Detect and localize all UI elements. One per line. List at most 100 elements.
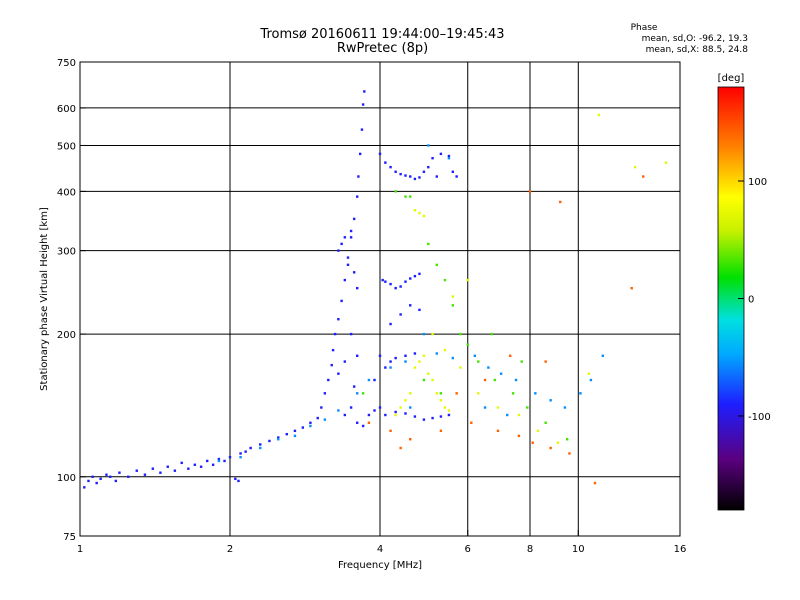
data-point (330, 363, 333, 367)
data-point (427, 165, 430, 169)
data-point (384, 413, 387, 417)
data-point (340, 299, 343, 303)
data-point (394, 413, 397, 417)
data-point (143, 473, 147, 476)
data-point (496, 429, 500, 433)
data-point (239, 455, 242, 459)
data-point (431, 378, 434, 382)
data-point (559, 200, 562, 204)
data-point (526, 406, 529, 409)
chart-title: Tromsø 20160611 19:44:00–19:45:43 (260, 27, 505, 42)
data-point (301, 426, 305, 429)
data-point (451, 295, 455, 298)
data-point (316, 416, 319, 420)
data-point (633, 165, 637, 169)
data-point (466, 343, 469, 346)
data-point (544, 421, 547, 424)
data-point (439, 415, 443, 418)
data-point (99, 477, 102, 481)
y-tick-label: 300 (57, 247, 76, 258)
data-point (496, 406, 500, 409)
data-point (346, 263, 350, 267)
data-point (337, 249, 340, 252)
data-point (493, 378, 497, 382)
data-point (499, 372, 503, 375)
data-point (361, 103, 365, 106)
data-point (358, 152, 362, 156)
colorbar-tick-label: -100 (748, 412, 771, 423)
data-point (435, 263, 438, 267)
data-point (470, 421, 473, 424)
colorbar-tick-label: 0 (748, 295, 754, 306)
data-point (349, 406, 353, 409)
data-point (490, 332, 493, 336)
data-point (373, 409, 376, 412)
data-point (349, 236, 353, 239)
data-point (327, 378, 330, 382)
data-point (285, 432, 288, 436)
data-point (431, 416, 434, 420)
data-point (443, 278, 447, 282)
data-point (234, 477, 237, 481)
data-point (151, 467, 155, 470)
data-point (549, 399, 552, 402)
data-point (483, 406, 487, 409)
y-axis-label: Stationary phase Virtual Height [km] (39, 207, 50, 391)
data-point (565, 438, 569, 441)
data-point (244, 450, 247, 453)
data-point (563, 406, 567, 409)
data-point (340, 242, 343, 246)
data-point (355, 392, 359, 395)
data-point (394, 190, 397, 193)
data-point (455, 175, 458, 178)
y-tick-label: 100 (57, 473, 76, 484)
data-point (477, 360, 480, 363)
data-point (83, 486, 86, 489)
data-point (431, 157, 434, 160)
data-point (193, 463, 197, 466)
colorbar-label: [deg] (718, 73, 745, 84)
x-tick-label: 4 (377, 544, 383, 555)
data-point (422, 332, 426, 336)
y-tick-label: 400 (57, 187, 76, 198)
data-point (217, 457, 221, 461)
data-point (587, 372, 591, 375)
data-point (404, 354, 407, 357)
data-point (413, 274, 417, 278)
data-point (309, 424, 312, 428)
data-point (205, 459, 209, 463)
x-axis-label: Frequency [MHz] (338, 560, 422, 571)
data-point (277, 438, 280, 441)
data-point (135, 469, 138, 472)
data-point (413, 415, 417, 418)
data-point (642, 175, 645, 178)
data-point (389, 322, 392, 326)
data-point (239, 452, 242, 455)
data-point (105, 473, 108, 476)
data-point (483, 378, 487, 382)
phase-heading: Phase (630, 23, 658, 33)
data-point (597, 113, 601, 117)
data-point (511, 392, 515, 395)
data-point (427, 242, 430, 246)
data-point (413, 366, 417, 369)
data-point (114, 479, 118, 483)
data-point (367, 413, 371, 417)
data-point (409, 304, 412, 307)
data-point (579, 392, 582, 395)
data-point (435, 352, 438, 355)
data-point (389, 429, 392, 433)
data-point (487, 366, 490, 369)
data-point (447, 157, 451, 160)
data-point (422, 378, 426, 382)
data-point (320, 406, 323, 409)
data-point (534, 392, 537, 395)
data-point (352, 271, 356, 274)
data-point (556, 441, 560, 444)
data-point (378, 152, 382, 156)
chart-subtitle: RwPretec (8p) (336, 41, 429, 56)
data-point (180, 461, 183, 465)
y-tick-label: 500 (57, 141, 76, 152)
data-point (91, 475, 94, 478)
data-point (389, 282, 392, 286)
